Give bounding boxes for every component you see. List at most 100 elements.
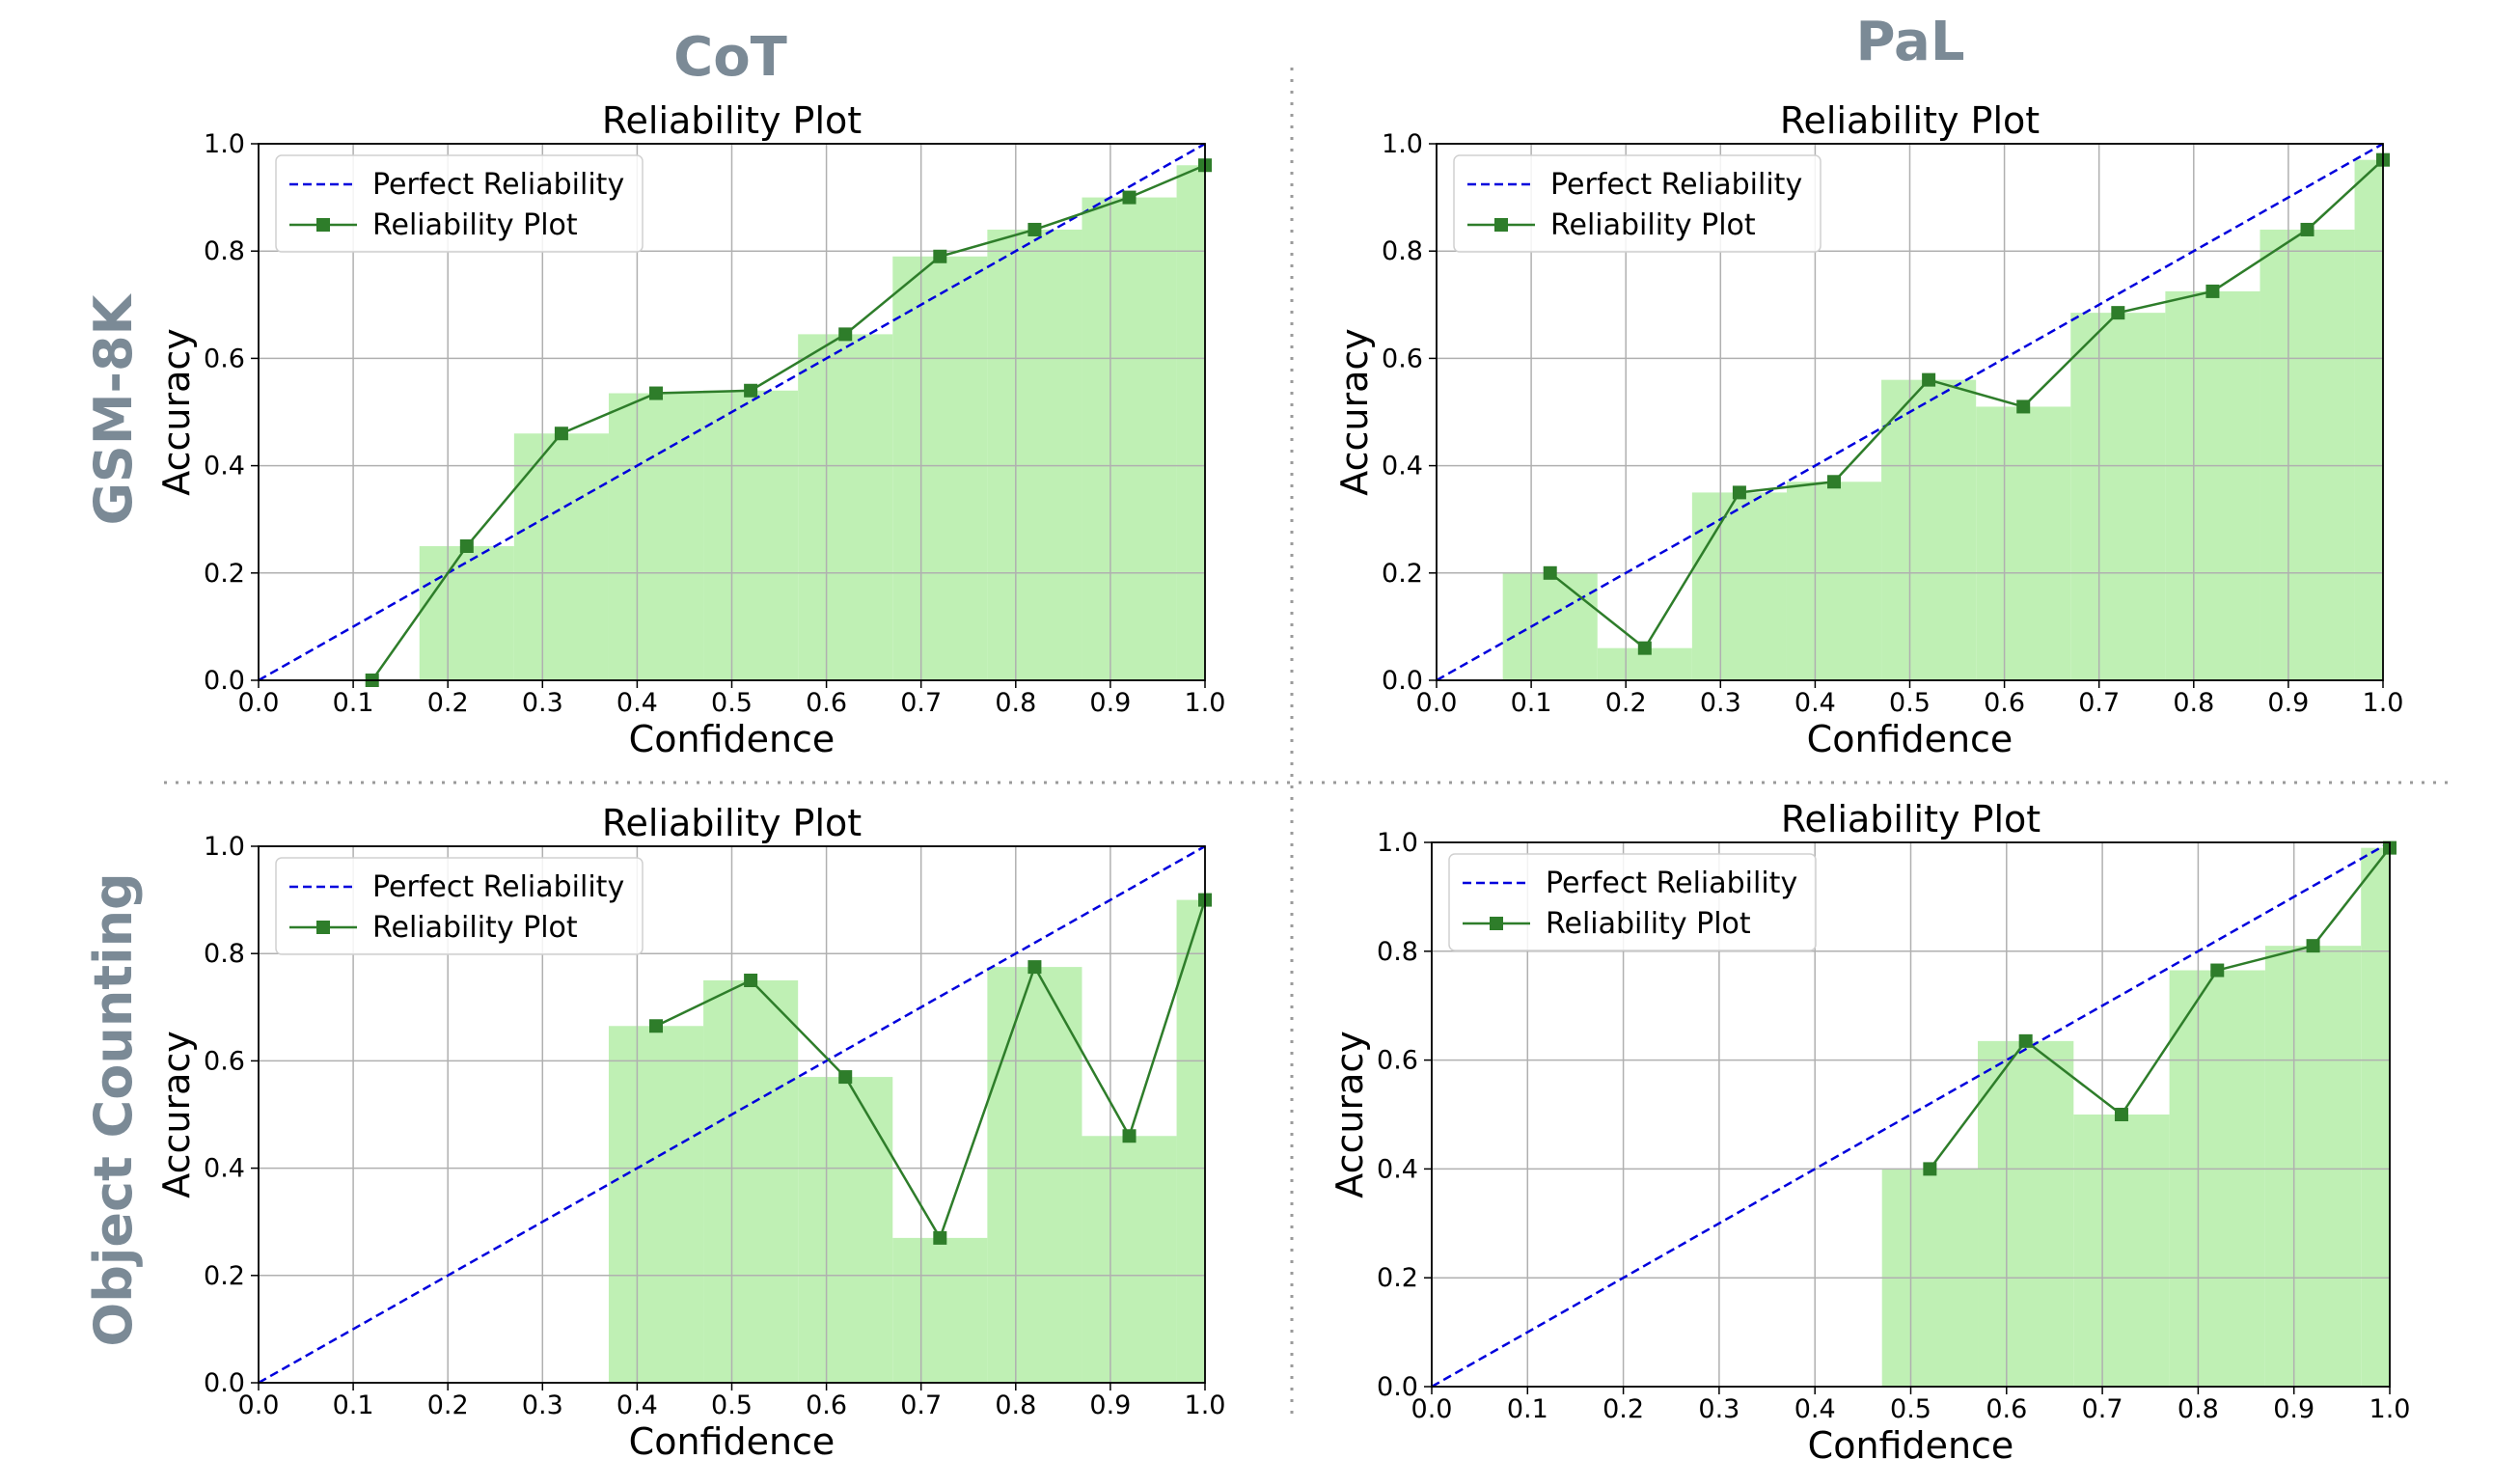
reliability-point <box>2018 1033 2033 1048</box>
reliability-point <box>459 539 474 553</box>
y-tick-label: 0.4 <box>1377 1154 1418 1184</box>
histogram-bar <box>513 433 609 680</box>
x-tick-label: 0.7 <box>2078 688 2120 718</box>
x-tick-label: 0.6 <box>806 1390 847 1420</box>
reliability-point <box>744 383 758 398</box>
y-axis-label: Accuracy <box>155 328 198 496</box>
reliability-point <box>1122 190 1137 205</box>
y-axis-label: Accuracy <box>1333 328 1376 496</box>
x-tick-label: 0.4 <box>616 688 658 718</box>
chart-title: Reliability Plot <box>1780 99 2040 142</box>
x-axis-label: Confidence <box>629 1420 835 1459</box>
y-tick-label: 0.2 <box>204 1261 245 1291</box>
x-tick-label: 0.5 <box>1889 688 1931 718</box>
histogram-bar <box>1976 406 2071 680</box>
histogram-bar <box>608 393 704 680</box>
y-axis-label: Accuracy <box>1328 1031 1371 1198</box>
reliability-point <box>649 1019 664 1033</box>
reliability-point <box>649 386 664 400</box>
x-tick-label: 0.4 <box>616 1390 658 1420</box>
legend-marker-reliability <box>1490 917 1503 930</box>
x-tick-label: 0.0 <box>238 1390 280 1420</box>
reliability-point <box>838 327 853 342</box>
x-tick-label: 0.3 <box>522 688 563 718</box>
histogram-bar <box>892 1237 988 1383</box>
histogram-bar <box>1786 482 1882 680</box>
reliability-point <box>1637 641 1652 655</box>
legend-label-reliability: Reliability Plot <box>1546 907 1751 941</box>
y-tick-label: 0.4 <box>1382 452 1423 482</box>
x-tick-label: 0.2 <box>1605 688 1647 718</box>
y-tick-label: 1.0 <box>1377 828 1418 858</box>
x-tick-label: 0.4 <box>1794 688 1836 718</box>
perfect-reliability-line <box>1431 840 2391 1389</box>
y-tick-label: 0.8 <box>204 939 245 969</box>
x-axis-label: Confidence <box>1808 1424 2014 1459</box>
y-tick-label: 0.2 <box>1382 559 1423 589</box>
histogram-bar <box>703 390 799 680</box>
perfect-reliability-line <box>1436 142 2384 682</box>
histogram-bar <box>2361 847 2390 1387</box>
x-axis-label: Confidence <box>1807 718 2013 760</box>
y-tick-label: 0.6 <box>1382 344 1423 373</box>
y-tick-label: 0.0 <box>204 666 245 696</box>
x-tick-label: 0.8 <box>2178 1394 2219 1424</box>
perfect-reliability-line <box>258 844 1206 1385</box>
y-tick-label: 0.8 <box>1377 937 1418 967</box>
y-tick-label: 0.2 <box>204 559 245 589</box>
x-axis-label: Confidence <box>629 718 835 760</box>
row-header-gsm8k: GSM-8K <box>83 292 144 525</box>
legend-label-reliability: Reliability Plot <box>372 911 578 945</box>
legend-label-perfect: Perfect Reliability <box>1550 168 1802 202</box>
legend-box <box>275 857 644 955</box>
reliability-point <box>1122 1129 1137 1143</box>
histogram-bar <box>608 1026 704 1383</box>
x-tick-label: 0.0 <box>1416 688 1458 718</box>
x-tick-label: 0.9 <box>2273 1394 2315 1424</box>
x-tick-label: 0.2 <box>427 688 469 718</box>
y-tick-label: 0.8 <box>1382 236 1423 266</box>
x-tick-label: 0.8 <box>995 1390 1036 1420</box>
y-tick-label: 1.0 <box>204 129 245 159</box>
legend-marker-reliability <box>1494 218 1508 232</box>
y-tick-label: 0.6 <box>204 344 245 373</box>
x-tick-label: 0.5 <box>1890 1394 1931 1424</box>
x-tick-label: 1.0 <box>2369 1394 2411 1424</box>
x-tick-label: 0.1 <box>333 688 374 718</box>
reliability-point <box>554 427 568 441</box>
reliability-series-line <box>1929 846 2391 1170</box>
x-tick-label: 0.6 <box>806 688 847 718</box>
y-axis-label: Accuracy <box>155 1031 198 1198</box>
legend-marker-reliability <box>316 921 330 934</box>
histogram-bar <box>2264 946 2362 1387</box>
x-tick-label: 0.7 <box>2082 1394 2123 1424</box>
x-tick-label: 0.6 <box>1986 1394 2027 1424</box>
legend-marker-reliability <box>316 218 330 232</box>
chart-title: Reliability Plot <box>602 99 862 142</box>
histogram-bar <box>2354 159 2383 680</box>
legend-label-reliability: Reliability Plot <box>1550 208 1756 242</box>
reliability-point <box>2205 284 2220 298</box>
reliability-point <box>838 1070 853 1085</box>
x-tick-label: 0.0 <box>1411 1394 1453 1424</box>
histogram-bar <box>1978 1040 2074 1387</box>
histogram-bar <box>892 256 988 680</box>
y-tick-label: 0.0 <box>204 1368 245 1398</box>
x-tick-label: 0.1 <box>333 1390 374 1420</box>
reliability-point <box>1922 372 1936 387</box>
y-tick-label: 0.6 <box>1377 1046 1418 1076</box>
reliability-point <box>1027 960 1042 975</box>
y-tick-label: 1.0 <box>1382 129 1423 159</box>
y-tick-label: 0.4 <box>204 452 245 482</box>
reliability-point <box>1027 222 1042 236</box>
x-tick-label: 0.7 <box>900 1390 942 1420</box>
legend-box <box>1448 853 1817 951</box>
column-header-cot: CoT <box>673 26 787 89</box>
chart-title: Reliability Plot <box>1781 798 2041 840</box>
perfect-reliability-line <box>258 142 1206 682</box>
reliability-chart-1: 0.0 0.1 0.2 0.3 0.4 0.5 0.6 0.7 0.8 0.9 1.0 0.0 0.2 0… <box>155 99 1225 760</box>
row-header-object-counting: Object Counting <box>83 872 144 1346</box>
x-tick-label: 0.8 <box>995 688 1036 718</box>
x-tick-label: 0.2 <box>427 1390 469 1420</box>
reliability-point <box>2016 399 2031 414</box>
